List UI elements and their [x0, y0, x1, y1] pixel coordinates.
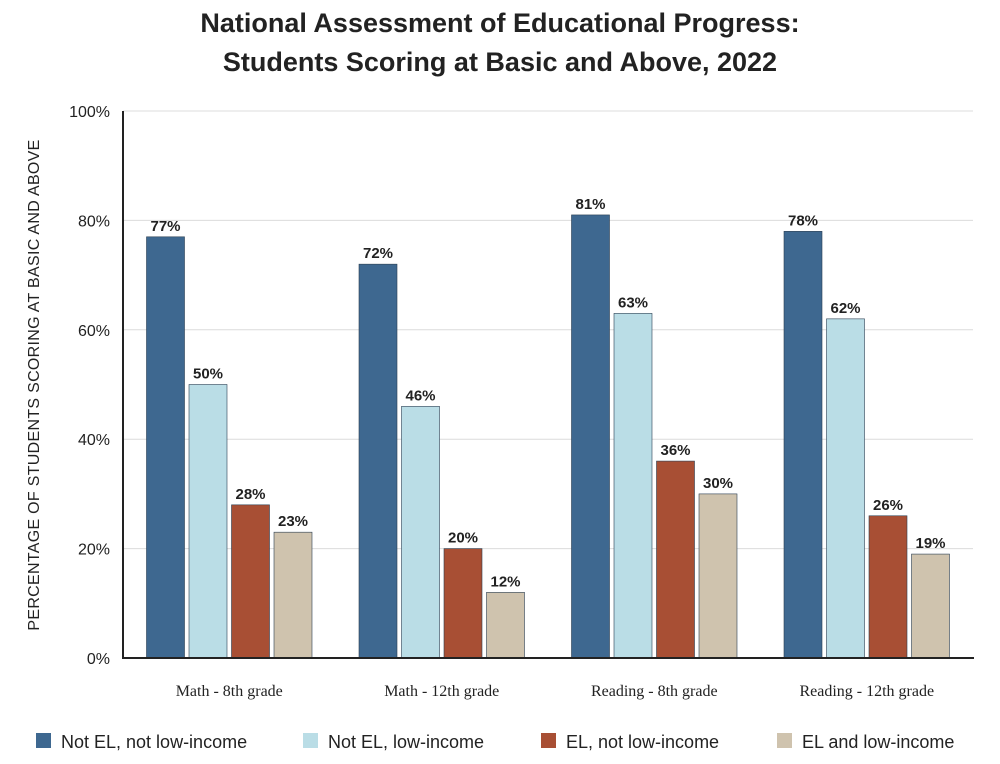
- x-axis-categories: Math - 8th grade Math - 12th grade Reading…: [176, 683, 934, 700]
- x-category-label: Math - 12th grade: [384, 683, 499, 700]
- data-label: 30%: [703, 475, 733, 492]
- y-tick-label: 100%: [69, 104, 110, 121]
- chart-title-line-2: Students Scoring at Basic and Above, 202…: [223, 47, 777, 77]
- data-label: 62%: [830, 300, 860, 317]
- data-label: 20%: [448, 530, 478, 547]
- bar: [231, 504, 270, 659]
- y-tick-label: 20%: [78, 542, 110, 559]
- y-tick-label: 40%: [78, 432, 110, 449]
- legend-swatch: [541, 733, 556, 748]
- chart-title-line-1: National Assessment of Educational Progr…: [200, 8, 799, 38]
- bars: [146, 214, 950, 659]
- data-label: 23%: [278, 513, 308, 530]
- legend-swatch: [777, 733, 792, 748]
- bar: [571, 214, 610, 659]
- bar: [443, 548, 483, 659]
- data-label: 26%: [873, 497, 903, 514]
- x-category-label: Reading - 12th grade: [799, 683, 934, 700]
- legend-label: Not EL, low-income: [328, 732, 484, 752]
- x-category-label: Reading - 8th grade: [591, 683, 718, 700]
- data-label: 78%: [788, 212, 818, 229]
- data-label: 28%: [235, 486, 265, 503]
- x-category-label: Math - 8th grade: [176, 683, 283, 700]
- data-label: 36%: [660, 442, 690, 459]
- legend-label: EL and low-income: [802, 732, 954, 752]
- bar: [656, 460, 695, 659]
- bar: [358, 263, 398, 659]
- bar: [188, 384, 228, 659]
- legend-swatch: [36, 733, 51, 748]
- data-label: 77%: [150, 218, 180, 235]
- y-axis-ticks: 0% 20% 40% 60% 80% 100%: [69, 104, 110, 668]
- bar: [911, 553, 950, 659]
- data-label: 72%: [363, 245, 393, 262]
- data-label: 63%: [618, 294, 648, 311]
- legend-label: EL, not low-income: [566, 732, 719, 752]
- y-axis-label: PERCENTAGE OF STUDENTS SCORING AT BASIC …: [26, 139, 43, 630]
- y-tick-label: 0%: [87, 651, 110, 668]
- legend-swatch: [303, 733, 318, 748]
- bar: [826, 318, 865, 659]
- data-label: 50%: [193, 366, 223, 383]
- legend-label: Not EL, not low-income: [61, 732, 247, 752]
- data-label: 46%: [405, 387, 435, 404]
- data-label: 12%: [490, 573, 520, 590]
- bar: [783, 231, 823, 659]
- y-tick-label: 80%: [78, 213, 110, 230]
- y-tick-label: 60%: [78, 323, 110, 340]
- bar: [401, 406, 440, 659]
- legend: Not EL, not low-income Not EL, low-income…: [36, 732, 954, 752]
- bar: [273, 531, 313, 659]
- bar: [868, 515, 908, 659]
- data-labels: 77% 50% 28% 23% 72% 46% 20% 12% 81% 63% 36% 30% 78% 6…: [150, 196, 945, 590]
- data-label: 81%: [575, 196, 605, 213]
- bar: [146, 236, 185, 659]
- bar: [486, 592, 525, 659]
- data-label: 19%: [915, 535, 945, 552]
- bar: [613, 313, 653, 659]
- bar: [698, 493, 738, 659]
